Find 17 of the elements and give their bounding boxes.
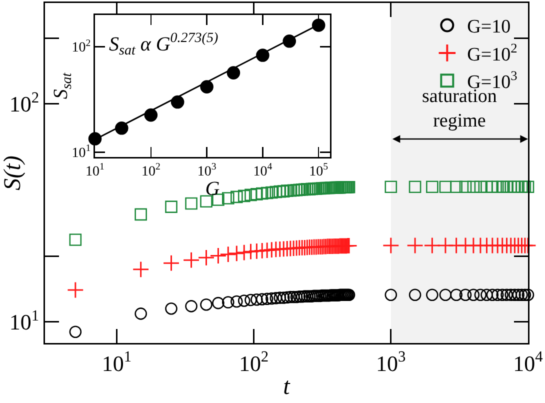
x-tick-label: 10$^{5}$	[309, 161, 328, 180]
x-tick-label: 10$^{1}$	[102, 348, 132, 376]
y-axis-title: S(t)	[0, 156, 26, 190]
point	[200, 80, 214, 94]
x-tick-label: 10$^{1}$	[86, 161, 105, 180]
legend-label: G=10	[467, 16, 511, 38]
annotation: S$_{sat}$ α G$^{0.273(5)}$	[109, 31, 218, 59]
legend-label: G=10$^{2}$	[467, 40, 518, 66]
x-axis-title: G	[205, 178, 220, 200]
x-tick-label: 10$^{3}$	[376, 348, 406, 376]
x-tick-label: 10$^{4}$	[513, 348, 544, 376]
point	[312, 18, 326, 32]
x-tick-label: 10$^{2}$	[238, 348, 269, 376]
x-tick-label: 10$^{2}$	[141, 161, 160, 180]
x-axis-title: t	[283, 374, 292, 400]
x-tick-label: 10$^{4}$	[253, 161, 272, 180]
x-tick-label: 10$^{3}$	[197, 161, 216, 180]
